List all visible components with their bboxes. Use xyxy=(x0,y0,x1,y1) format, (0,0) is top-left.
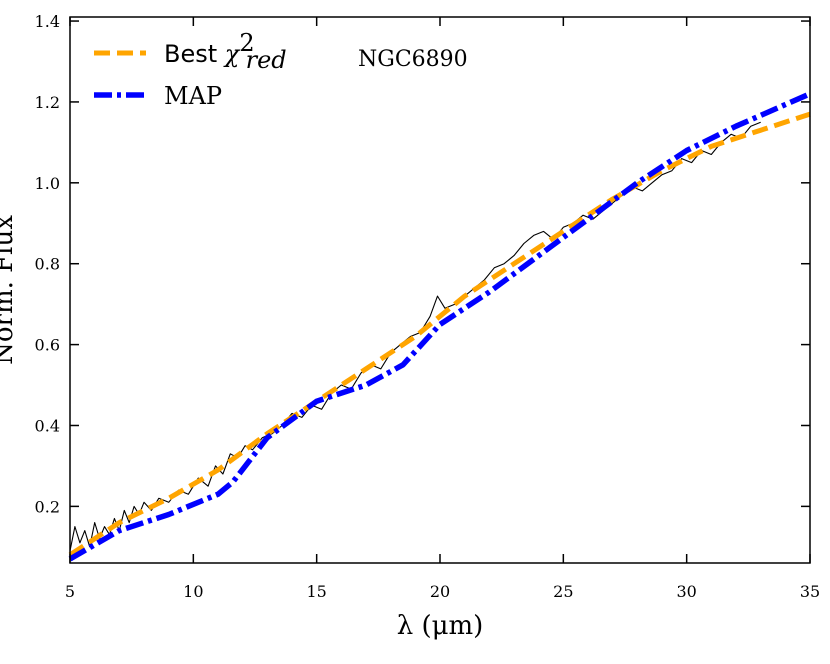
y-tick-label-4: 1.0 xyxy=(35,174,60,193)
x-tick-label-30: 30 xyxy=(676,582,696,601)
y-tick-label-3: 0.8 xyxy=(35,255,60,274)
x-tick-label-35: 35 xyxy=(800,582,820,601)
x-tick-label-25: 25 xyxy=(553,582,573,601)
series-layer xyxy=(68,91,812,562)
series-line-map xyxy=(68,91,812,562)
x-tick-label-15: 15 xyxy=(306,582,326,601)
legend-chi-symbol: χ xyxy=(223,40,241,68)
x-axis-label: λ (μm) xyxy=(397,611,484,641)
legend-chi-superscript: 2 xyxy=(239,29,254,57)
series-line-best-red xyxy=(68,111,811,557)
x-tick-label-10: 10 xyxy=(183,582,203,601)
y-tick-label-0: 0.2 xyxy=(35,497,60,516)
y-tick-label-6: 1.4 xyxy=(35,12,60,31)
y-tick-label-5: 1.2 xyxy=(35,93,60,112)
y-tick-label-2: 0.6 xyxy=(35,336,60,355)
x-tick-label-5: 5 xyxy=(65,582,75,601)
legend-best-word: Best xyxy=(164,40,225,68)
tick-layer: 5 10 15 20 25 30 35 0.2 0.4 0.6 0.8 1.0 1.2 1.4 xyxy=(35,12,821,601)
plot-area xyxy=(70,17,810,563)
y-axis-label: Norm. Flux xyxy=(0,215,19,365)
x-tick-label-20: 20 xyxy=(430,582,450,601)
y-tick-label-1: 0.4 xyxy=(35,416,60,435)
legend: Best χ2 red MAP xyxy=(94,29,287,110)
legend-label-best-chi2: Best χ2 red xyxy=(164,29,287,74)
legend-label-map: MAP xyxy=(164,82,222,110)
legend-chi-subscript: red xyxy=(246,46,287,74)
annotation-ngc6890: NGC6890 xyxy=(358,47,468,72)
